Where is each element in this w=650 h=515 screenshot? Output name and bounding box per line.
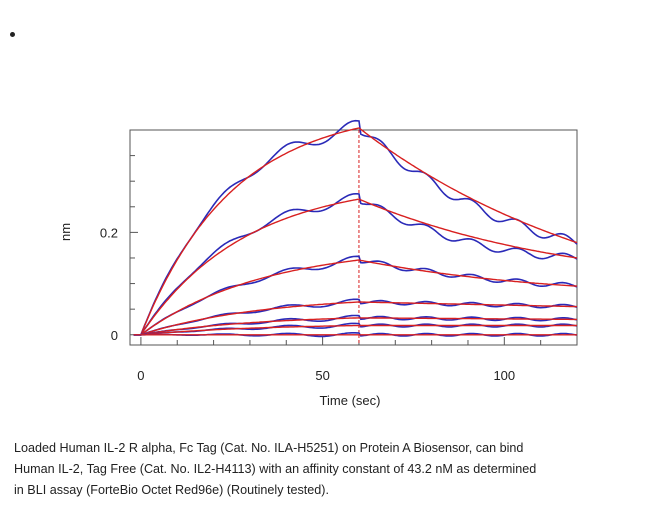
fit-curve-5 xyxy=(133,317,577,336)
bullet-dot xyxy=(10,32,15,37)
figure-caption: Loaded Human IL-2 R alpha, Fc Tag (Cat. … xyxy=(14,438,639,501)
fit-curve-6 xyxy=(133,324,577,336)
chart-axes: 0 50 100 0 0.2 xyxy=(100,129,578,383)
fit-curve-4 xyxy=(133,301,577,336)
fit-curve-1 xyxy=(133,127,578,336)
caption-line-2: Human IL-2, Tag Free (Cat. No. IL2-H4113… xyxy=(14,462,537,476)
fit-curve-2 xyxy=(133,198,578,336)
caption-line-3: in BLI assay (ForteBio Octet Red96e) (Ro… xyxy=(14,483,329,497)
plot-frame xyxy=(129,129,578,346)
y-axis-label: nm xyxy=(58,223,73,241)
measured-curve-2 xyxy=(133,193,578,336)
x-tick-label: 0 xyxy=(137,368,144,383)
x-tick-label: 100 xyxy=(493,368,515,383)
x-axis-label: Time (sec) xyxy=(320,393,381,408)
y-tick-label: 0.2 xyxy=(100,225,118,240)
fit-curve-3 xyxy=(133,259,578,336)
x-tick-label: 50 xyxy=(315,368,329,383)
caption-line-1: Loaded Human IL-2 R alpha, Fc Tag (Cat. … xyxy=(14,441,524,455)
chart-curves xyxy=(133,119,578,338)
measured-curve-1 xyxy=(133,119,578,336)
bli-sensorgram-chart: 0 50 100 0 0.2 Time (sec) nm xyxy=(58,119,578,408)
y-tick-label: 0 xyxy=(111,328,118,343)
